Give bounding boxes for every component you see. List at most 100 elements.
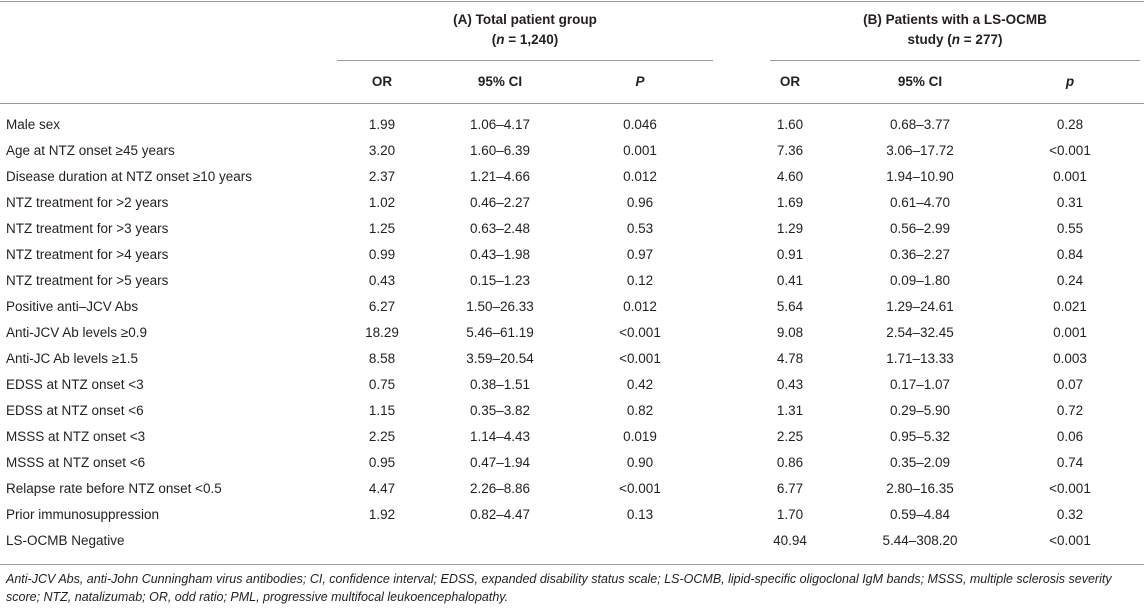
- cell-b-p: 0.24: [1056, 273, 1084, 288]
- cell-b-ci: 0.29–5.90: [889, 403, 951, 418]
- col-a-p: P: [635, 74, 645, 89]
- row-label: NTZ treatment for >4 years: [6, 247, 169, 262]
- cell-a-or: 4.47: [368, 481, 396, 496]
- row-label: Relapse rate before NTZ onset <0.5: [6, 481, 222, 496]
- cell-a-ci: 1.60–6.39: [469, 143, 531, 158]
- cell-a-or: 2.37: [368, 169, 396, 184]
- cell-a-ci: 1.14–4.43: [469, 429, 531, 444]
- cell-b-ci: 0.61–4.70: [889, 195, 951, 210]
- cell-a-p: 0.96: [626, 195, 654, 210]
- col-b-ci: 95% CI: [897, 74, 943, 89]
- cell-a-p: 0.90: [626, 455, 654, 470]
- cell-b-p: 0.32: [1056, 507, 1084, 522]
- cell-a-ci: 1.06–4.17: [469, 117, 531, 132]
- table-row: NTZ treatment for >2 years 1.02 0.46–2.27 0…: [0, 190, 1144, 216]
- col-a-or: OR: [371, 74, 393, 89]
- cell-a-or: 1.99: [368, 117, 396, 132]
- cell-b-or: 40.94: [773, 533, 807, 548]
- cell-b-or: 1.31: [776, 403, 804, 418]
- cell-a-p: <0.001: [619, 351, 661, 366]
- cell-a-ci: 0.47–1.94: [469, 455, 531, 470]
- group-a-underline: [337, 60, 713, 61]
- group-b-header: (B) Patients with a LS-OCMB study (n = 2…: [770, 10, 1140, 50]
- row-label: NTZ treatment for >5 years: [6, 273, 169, 288]
- cell-a-or: 0.43: [368, 273, 396, 288]
- cell-a-or: 0.99: [368, 247, 396, 262]
- footnote: Anti-JCV Abs, anti-John Cunningham virus…: [6, 572, 1112, 604]
- table-row: NTZ treatment for >3 years 1.25 0.63–2.48 0…: [0, 216, 1144, 242]
- cell-a-ci: 1.50–26.33: [466, 299, 534, 314]
- cell-a-p: 0.97: [626, 247, 654, 262]
- cell-b-or: 0.91: [776, 247, 804, 262]
- cell-b-or: 6.77: [776, 481, 804, 496]
- cell-b-p: <0.001: [1049, 143, 1091, 158]
- row-label: Anti-JCV Ab levels ≥0.9: [6, 325, 147, 340]
- cell-a-ci: 5.46–61.19: [466, 325, 534, 340]
- cell-a-p: <0.001: [619, 481, 661, 496]
- cell-a-or: 0.95: [368, 455, 396, 470]
- cell-a-p: 0.42: [626, 377, 654, 392]
- cell-b-ci: 0.36–2.27: [889, 247, 951, 262]
- row-label: NTZ treatment for >2 years: [6, 195, 169, 210]
- cell-b-or: 0.86: [776, 455, 804, 470]
- cell-b-p: 0.72: [1056, 403, 1084, 418]
- cell-a-p: 0.13: [626, 507, 654, 522]
- table-row: MSSS at NTZ onset <6 0.95 0.47–1.94 0.90 0.8…: [0, 450, 1144, 476]
- cell-a-or: 1.02: [368, 195, 396, 210]
- cell-a-or: 1.92: [368, 507, 396, 522]
- cell-a-ci: 0.38–1.51: [469, 377, 531, 392]
- cell-a-ci: 3.59–20.54: [466, 351, 534, 366]
- cell-a-or: 6.27: [368, 299, 396, 314]
- cell-b-or: 4.60: [776, 169, 804, 184]
- table-row: Anti-JC Ab levels ≥1.5 8.58 3.59–20.54 <0.0…: [0, 346, 1144, 372]
- cell-a-or: 8.58: [368, 351, 396, 366]
- table-row: Relapse rate before NTZ onset <0.5 4.47 2.…: [0, 476, 1144, 502]
- group-a-n: (n = 1,240): [491, 32, 559, 47]
- row-label: Male sex: [6, 117, 61, 132]
- cell-a-ci: 2.26–8.86: [469, 481, 531, 496]
- cell-b-p: 0.55: [1056, 221, 1084, 236]
- row-label: Age at NTZ onset ≥45 years: [6, 143, 175, 158]
- cell-a-ci: 0.46–2.27: [469, 195, 531, 210]
- group-b-underline: [770, 60, 1140, 61]
- row-label: EDSS at NTZ onset <3: [6, 377, 144, 392]
- cell-b-or: 4.78: [776, 351, 804, 366]
- table-row: Disease duration at NTZ onset ≥10 years 2…: [0, 164, 1144, 190]
- cell-b-or: 0.41: [776, 273, 804, 288]
- cell-b-or: 1.69: [776, 195, 804, 210]
- cell-a-or: 3.20: [368, 143, 396, 158]
- table-row: Prior immunosuppression 1.92 0.82–4.47 0.13…: [0, 502, 1144, 528]
- cell-b-p: <0.001: [1049, 481, 1091, 496]
- bottom-rule: [0, 564, 1144, 565]
- group-b-n: study (n = 277): [907, 32, 1003, 47]
- row-label: MSSS at NTZ onset <6: [6, 455, 146, 470]
- cell-a-ci: 0.35–3.82: [469, 403, 531, 418]
- cell-b-ci: 1.71–13.33: [886, 351, 954, 366]
- cell-b-ci: 5.44–308.20: [882, 533, 958, 548]
- cell-a-ci: 1.21–4.66: [469, 169, 531, 184]
- cell-b-or: 1.70: [776, 507, 804, 522]
- cell-b-or: 1.29: [776, 221, 804, 236]
- row-label: MSSS at NTZ onset <3: [6, 429, 146, 444]
- cell-a-or: 2.25: [368, 429, 396, 444]
- cell-b-or: 1.60: [776, 117, 804, 132]
- cell-a-p: 0.12: [626, 273, 654, 288]
- cell-a-or: 1.25: [368, 221, 396, 236]
- cell-a-p: <0.001: [619, 325, 661, 340]
- cell-a-p: 0.046: [623, 117, 657, 132]
- cell-a-p: 0.019: [623, 429, 657, 444]
- row-label: LS-OCMB Negative: [6, 533, 125, 548]
- cell-b-ci: 0.09–1.80: [889, 273, 951, 288]
- cell-b-ci: 0.95–5.32: [889, 429, 951, 444]
- row-label: Disease duration at NTZ onset ≥10 years: [6, 169, 253, 184]
- cell-b-p: 0.07: [1056, 377, 1084, 392]
- header-rule: [0, 103, 1144, 104]
- cell-b-p: 0.84: [1056, 247, 1084, 262]
- cell-b-p: 0.31: [1056, 195, 1084, 210]
- table-row: MSSS at NTZ onset <3 2.25 1.14–4.43 0.019 2.…: [0, 424, 1144, 450]
- cell-b-p: 0.74: [1056, 455, 1084, 470]
- table-row: Age at NTZ onset ≥45 years 3.20 1.60–6.39 0…: [0, 138, 1144, 164]
- cell-b-or: 9.08: [776, 325, 804, 340]
- col-b-or: OR: [779, 74, 801, 89]
- row-label: Positive anti–JCV Abs: [6, 299, 139, 314]
